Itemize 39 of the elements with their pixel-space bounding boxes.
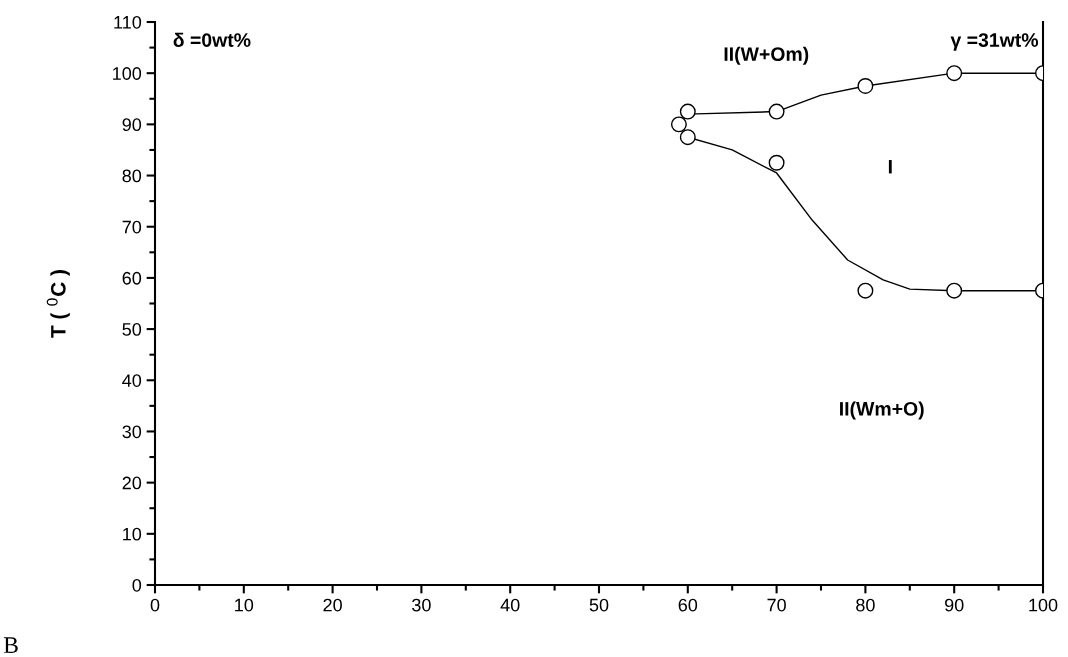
point	[670, 116, 687, 133]
y-tick-label: 70	[122, 220, 142, 234]
y-tick-label: 100	[113, 67, 142, 80]
y-tick-label: 0	[132, 578, 142, 592]
y-axis-title: T ( $^{0}$C )	[46, 270, 70, 338]
point	[768, 103, 785, 120]
x-tick-label: 30	[412, 598, 431, 612]
point	[946, 282, 963, 299]
x-tick-label: 60	[678, 598, 698, 612]
annotation: δ =0wt%	[173, 32, 251, 47]
point	[946, 65, 963, 82]
y-tick-label: 20	[122, 476, 142, 490]
point	[857, 282, 874, 299]
point	[857, 77, 874, 94]
y-tick-label: 110	[114, 15, 142, 29]
x-tick-label: 80	[856, 598, 875, 612]
y-tick-label: 90	[122, 118, 142, 132]
point	[679, 103, 696, 120]
annotation: II(Wm+O)	[840, 401, 924, 420]
x-tick-label: 50	[589, 598, 609, 612]
x-tick-label: 0	[150, 598, 160, 612]
y-tick-label: 10	[123, 527, 142, 541]
x-tick-label: 20	[323, 598, 342, 612]
y-tick-label: 80	[122, 169, 142, 183]
x-tick-label: 100	[1029, 598, 1058, 612]
y-tick-label: 50	[122, 323, 142, 336]
annotation: γ =31wt%	[950, 33, 1039, 51]
text: B	[3, 637, 18, 653]
point	[679, 129, 696, 146]
y-tick-label: 60	[122, 271, 142, 285]
point	[768, 154, 785, 171]
x-tick-label: 70	[767, 598, 786, 612]
x-tick-label: 10	[235, 598, 254, 612]
annotation: II(W+Om)	[724, 46, 809, 65]
x-tick-label: 90	[945, 598, 964, 612]
x-tick-label: 40	[500, 598, 520, 612]
y-tick-label: 40	[122, 374, 142, 387]
annotation: I	[888, 160, 892, 174]
y-tick-label: 30	[122, 425, 142, 439]
